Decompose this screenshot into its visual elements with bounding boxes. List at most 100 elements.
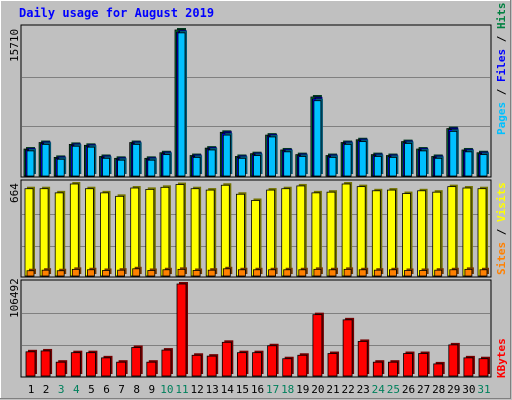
bar-kbytes-day-29-face	[448, 344, 459, 377]
bar-pages-day-24-face	[373, 156, 382, 177]
bar-kbytes-day-20-face	[312, 314, 323, 377]
bar-kbytes-day-12	[191, 353, 204, 377]
bar-visits-day-7-face	[115, 195, 124, 277]
bar-pages-day-1	[26, 148, 36, 177]
bar-visits-day-18-face	[281, 188, 291, 277]
x-tick-label-day-11: 11	[175, 383, 188, 396]
bar-kbytes-day-10-face	[161, 349, 172, 377]
bar-pages-day-17	[268, 134, 278, 177]
bar-sites-day-26-face	[404, 270, 412, 277]
bar-visits-day-5	[85, 186, 96, 277]
bar-sites-day-4	[71, 267, 82, 277]
bar-pages-day-29-face	[449, 130, 458, 177]
bar-sites-day-27	[419, 268, 429, 277]
bar-pages-day-28-face	[434, 157, 443, 177]
bar-visits-day-29-face	[447, 186, 457, 277]
bar-pages-day-27-face	[419, 150, 428, 177]
bar-kbytes-day-28-face	[433, 363, 444, 377]
bar-visits-day-28	[432, 190, 443, 277]
bar-pages-day-13	[207, 147, 218, 177]
bar-sites-day-30-face	[464, 268, 473, 277]
side-label-sep: /	[495, 82, 508, 102]
bar-visits-day-23-face	[356, 186, 366, 277]
bar-kbytes-day-8-face	[131, 347, 142, 377]
bar-sites-day-28	[434, 268, 444, 277]
bar-pages-day-12-face	[192, 157, 201, 177]
bar-kbytes-day-24-face	[372, 361, 383, 377]
bar-sites-day-19	[298, 267, 308, 277]
side-label-hits-panel: Pages / Files / Hits	[495, 3, 508, 136]
bar-visits-day-3-face	[54, 192, 64, 277]
bar-sites-day-3	[56, 268, 67, 277]
bar-visits-day-13-face	[205, 189, 215, 277]
bar-visits-day-27	[417, 188, 428, 277]
bar-kbytes-day-24	[372, 360, 385, 377]
x-tick-label-day-3: 3	[58, 383, 65, 396]
bar-kbytes-day-31	[478, 356, 490, 377]
bar-kbytes-day-21-face	[327, 353, 338, 377]
bar-pages-day-23-face	[358, 141, 367, 177]
bar-kbytes-day-17-face	[267, 345, 278, 377]
x-tick-label-day-31: 31	[477, 383, 490, 396]
bar-sites-day-31	[479, 267, 489, 277]
bar-visits-day-4	[69, 182, 81, 277]
bar-visits-day-15	[235, 192, 247, 277]
x-tick-label-day-1: 1	[28, 383, 35, 396]
bar-pages-day-26	[404, 141, 414, 177]
bar-pages-day-15	[237, 156, 248, 177]
x-tick-label-day-27: 27	[417, 383, 430, 396]
bar-pages-day-22-face	[343, 144, 352, 177]
bar-kbytes-day-7	[116, 360, 128, 377]
bar-sites-day-8-face	[132, 268, 141, 277]
x-tick-label-day-17: 17	[266, 383, 279, 396]
bar-kbytes-day-2	[40, 348, 53, 377]
bar-kbytes-day-3	[55, 360, 68, 377]
bar-pages-day-14	[222, 133, 233, 177]
x-tick-label-day-13: 13	[206, 383, 219, 396]
bar-pages-day-3	[56, 157, 67, 177]
bar-kbytes-day-25-face	[387, 361, 398, 377]
x-tick-label-day-23: 23	[357, 383, 370, 396]
bar-pages-day-20	[313, 98, 323, 177]
bar-kbytes-day-15-face	[236, 352, 247, 377]
x-axis-labels: 1 2 3 4 5 6 7 8 9 10 11 12 13 14 15 16 17 18 19 20 21 22 23 24 2…	[28, 383, 491, 396]
bar-sites-day-22-face	[343, 268, 352, 277]
bar-pages-day-13-face	[207, 149, 216, 177]
bar-visits-day-24-face	[371, 190, 381, 277]
x-tick-label-day-12: 12	[190, 383, 203, 396]
bar-visits-day-19	[296, 183, 307, 277]
bar-kbytes-day-20	[312, 312, 324, 377]
bar-kbytes-day-30-face	[463, 357, 474, 377]
bar-visits-day-2-face	[39, 188, 49, 277]
bar-kbytes-day-23-face	[357, 341, 368, 377]
bar-pages-day-24	[373, 154, 384, 177]
bar-kbytes-day-18-face	[282, 358, 293, 377]
x-tick-label-day-24: 24	[372, 383, 386, 396]
bar-pages-day-15-face	[237, 157, 246, 177]
bar-sites-day-5	[87, 267, 97, 277]
bar-kbytes-day-26	[403, 351, 415, 377]
bar-pages-day-28	[434, 156, 444, 177]
bar-visits-day-31	[477, 186, 488, 277]
bar-visits-day-22	[341, 182, 353, 277]
bar-sites-day-13	[207, 268, 218, 277]
bar-pages-day-8-face	[132, 144, 141, 177]
bar-visits-day-8	[130, 186, 141, 277]
bar-sites-day-12	[192, 268, 203, 277]
bar-pages-day-11	[177, 30, 187, 177]
bar-pages-day-16-face	[253, 155, 261, 177]
bar-pages-day-17-face	[268, 136, 277, 177]
bar-visits-day-21	[326, 190, 337, 277]
bar-sites-day-23-face	[358, 269, 367, 277]
bar-sites-day-29	[449, 267, 459, 277]
bar-pages-day-2-face	[41, 144, 50, 177]
bar-pages-day-31-face	[479, 154, 488, 177]
side-label-sep: /	[495, 222, 508, 242]
bar-pages-day-4	[71, 144, 82, 177]
bar-sites-day-28-face	[434, 269, 443, 277]
bar-visits-day-19-face	[296, 185, 306, 277]
bar-kbytes-day-9-face	[146, 361, 157, 377]
bar-pages-day-23	[358, 139, 369, 177]
bar-kbytes-day-3-face	[55, 361, 66, 377]
